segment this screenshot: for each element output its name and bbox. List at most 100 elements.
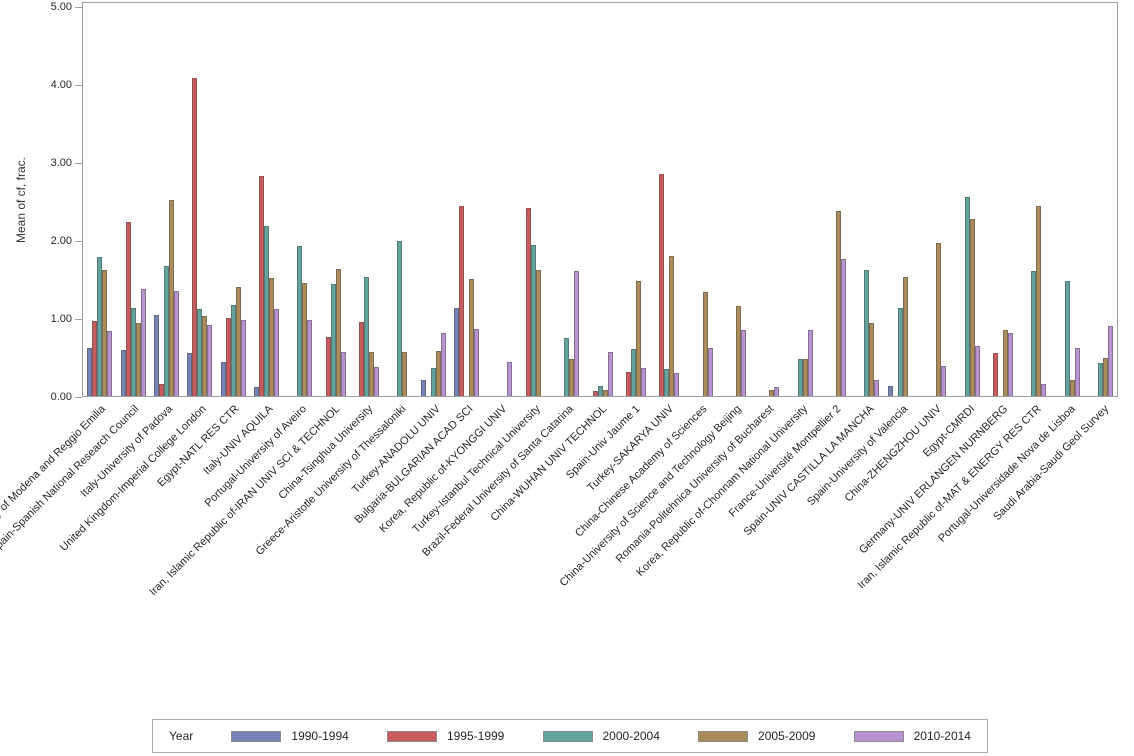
bar (120, 350, 126, 396)
bar-group (683, 3, 716, 396)
bar (102, 270, 108, 396)
y-tick-label: 5.00 (50, 1, 72, 13)
bar-slot (163, 3, 169, 396)
bar (474, 329, 480, 396)
bar-slot (874, 3, 880, 396)
bar-slot (1041, 3, 1047, 396)
bar-slot (841, 3, 847, 396)
bar (941, 366, 947, 396)
bar-slot (1097, 3, 1103, 396)
bar-slot (454, 3, 460, 396)
bar-slot (674, 3, 680, 396)
bar (864, 270, 870, 396)
bar-slot (507, 3, 513, 396)
bar-slot (736, 3, 741, 396)
y-tick-label: 1.00 (50, 313, 72, 325)
y-tick-label: 2.00 (50, 235, 72, 247)
bar (1002, 330, 1008, 396)
bar-group (717, 3, 750, 396)
bar (669, 256, 675, 396)
bar (402, 352, 408, 396)
bar-slot (374, 3, 380, 396)
bar-group (650, 3, 683, 396)
bar-slot (769, 3, 775, 396)
bar-slot (702, 3, 708, 396)
bar (87, 348, 93, 396)
bar-slot (659, 3, 665, 396)
bar-slot (1007, 3, 1013, 396)
legend-item: 2010-2014 (853, 729, 971, 743)
bar-slot (302, 3, 308, 396)
bar (420, 380, 426, 396)
bar-slot (530, 3, 536, 396)
bar-slot (1069, 3, 1075, 396)
plot-area (82, 2, 1118, 397)
bar-slot (253, 3, 259, 396)
bar-slot (397, 3, 403, 396)
bar (769, 390, 775, 396)
bar-slot (268, 3, 274, 396)
bar-group (150, 3, 183, 396)
bar-slot (541, 3, 546, 396)
y-tick-mark (75, 7, 82, 8)
bar (235, 287, 241, 396)
bar-slot (964, 3, 970, 396)
bar-slot (941, 3, 947, 396)
bar (207, 325, 213, 396)
bar-slot (168, 3, 174, 396)
legend-swatch (698, 730, 749, 742)
bar (1064, 281, 1070, 396)
bar (107, 331, 113, 396)
bar (225, 318, 231, 396)
bar (302, 283, 308, 396)
bar-slot (1036, 3, 1042, 396)
bar (902, 277, 908, 396)
bar (736, 306, 741, 396)
bar (797, 359, 803, 396)
legend-swatch (853, 730, 904, 742)
legend-item: 1990-1994 (231, 729, 349, 743)
bar-group (583, 3, 616, 396)
bar-slot (992, 3, 998, 396)
bar-group (483, 3, 516, 396)
bar (435, 351, 441, 396)
bar-slot (602, 3, 608, 396)
bar-slot (435, 3, 441, 396)
bar (1107, 326, 1113, 396)
legend-item: 2005-2009 (698, 729, 815, 743)
bar-slot (887, 3, 893, 396)
bar-group (517, 3, 550, 396)
bar-slot (173, 3, 179, 396)
legend-swatch (386, 730, 437, 742)
bar-slot (802, 3, 808, 396)
bar-slot (1107, 3, 1113, 396)
bar-slot (220, 3, 226, 396)
bar-slot (664, 3, 670, 396)
bar-slot (225, 3, 231, 396)
bar (569, 359, 575, 396)
bar-slot (936, 3, 942, 396)
bar (430, 368, 436, 396)
legend-label: 2010-2014 (913, 729, 971, 743)
bar-slot (774, 3, 780, 396)
bar-group (917, 3, 950, 396)
y-tick-mark (75, 397, 82, 398)
bar (325, 337, 331, 396)
bar (397, 241, 403, 396)
bar-slot (325, 3, 331, 396)
bar (936, 243, 942, 396)
bar-slot (273, 3, 279, 396)
bar-slot (741, 3, 746, 396)
bar (125, 222, 131, 396)
bar-slot (625, 3, 631, 396)
bar (1102, 358, 1108, 396)
bar (469, 279, 475, 396)
bar-slot (202, 3, 208, 396)
bar-group (350, 3, 383, 396)
bar-groups (83, 3, 1117, 396)
bar (253, 387, 259, 396)
bar (364, 277, 370, 396)
bar-slot (864, 3, 870, 396)
bar-slot (592, 3, 598, 396)
